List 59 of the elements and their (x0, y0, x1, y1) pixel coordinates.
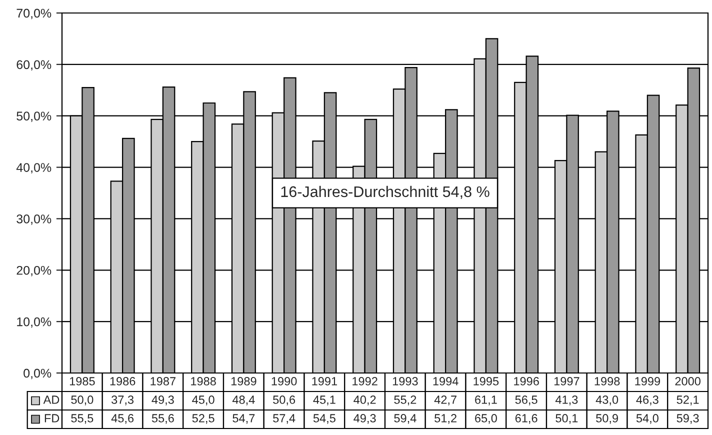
x-tick-label: 1987 (150, 377, 176, 386)
data-label: 49,3 (354, 414, 376, 424)
data-label: 61,1 (475, 396, 497, 406)
y-tick-label: 10,0% (17, 317, 52, 328)
annotation: 16-Jahres-Durchschnitt 54,8 % (281, 186, 490, 199)
data-label: 48,4 (232, 396, 255, 406)
data-label: 51,2 (434, 414, 456, 424)
data-label: 50,6 (273, 396, 296, 406)
x-tick-label: 1991 (312, 377, 337, 386)
data-label: 37,3 (112, 396, 134, 406)
x-tick-label: 1995 (474, 377, 499, 386)
data-label: 50,0 (71, 396, 94, 406)
legend-label: AD (43, 396, 60, 404)
x-tick-label: 1998 (594, 377, 620, 386)
data-label: 42,7 (434, 396, 456, 406)
x-tick-label: 1985 (70, 377, 95, 386)
data-label: 50,1 (556, 414, 578, 424)
data-label: 50,9 (596, 414, 618, 424)
data-label: 55,6 (152, 414, 174, 424)
data-label: 54,0 (636, 414, 658, 424)
data-label: 46,3 (636, 396, 658, 406)
y-tick-label: 20,0% (16, 266, 52, 276)
data-label: 43,0 (596, 396, 618, 406)
y-tick-label: 50,0% (16, 112, 52, 122)
data-label: 52,5 (192, 414, 214, 424)
data-label: 45,1 (313, 396, 336, 406)
y-tick-label: 0,0% (24, 368, 52, 380)
data-label: 41,3 (555, 396, 578, 406)
data-label: 45,0 (192, 396, 214, 406)
data-label: 40,2 (354, 396, 376, 406)
y-tick-label: 30,0% (16, 214, 52, 225)
x-tick-label: 1990 (272, 377, 297, 386)
y-tick-label: 70,0% (16, 8, 52, 20)
data-label: 52,1 (676, 396, 699, 406)
x-tick-label: 1999 (635, 377, 660, 386)
legend-label: FD (44, 414, 60, 422)
x-tick-label: 1996 (514, 377, 539, 386)
data-label: 55,5 (71, 414, 94, 424)
data-label: 54,5 (313, 414, 336, 424)
x-tick-label: 1997 (554, 377, 580, 386)
data-label: 55,2 (394, 396, 416, 406)
x-tick-label: 1992 (352, 377, 378, 386)
data-label: 61,6 (515, 414, 538, 424)
x-tick-label: 2000 (675, 377, 700, 386)
y-tick-label: 40,0% (16, 163, 52, 174)
data-label: 45,6 (111, 414, 134, 424)
y-tick-label: 60,0% (16, 60, 52, 71)
data-label: 59,4 (394, 414, 416, 424)
x-tick-label: 1986 (110, 377, 136, 386)
data-label: 59,3 (676, 414, 699, 424)
data-label: 56,5 (515, 396, 538, 406)
x-tick-label: 1993 (392, 377, 418, 386)
data-label: 57,4 (273, 414, 296, 424)
data-label: 49,3 (152, 396, 174, 406)
data-label: 54,7 (232, 414, 255, 424)
x-tick-label: 1988 (191, 377, 216, 386)
data-label: 65,0 (475, 414, 497, 424)
x-tick-label: 1994 (433, 377, 458, 386)
x-tick-label: 1989 (231, 377, 256, 386)
